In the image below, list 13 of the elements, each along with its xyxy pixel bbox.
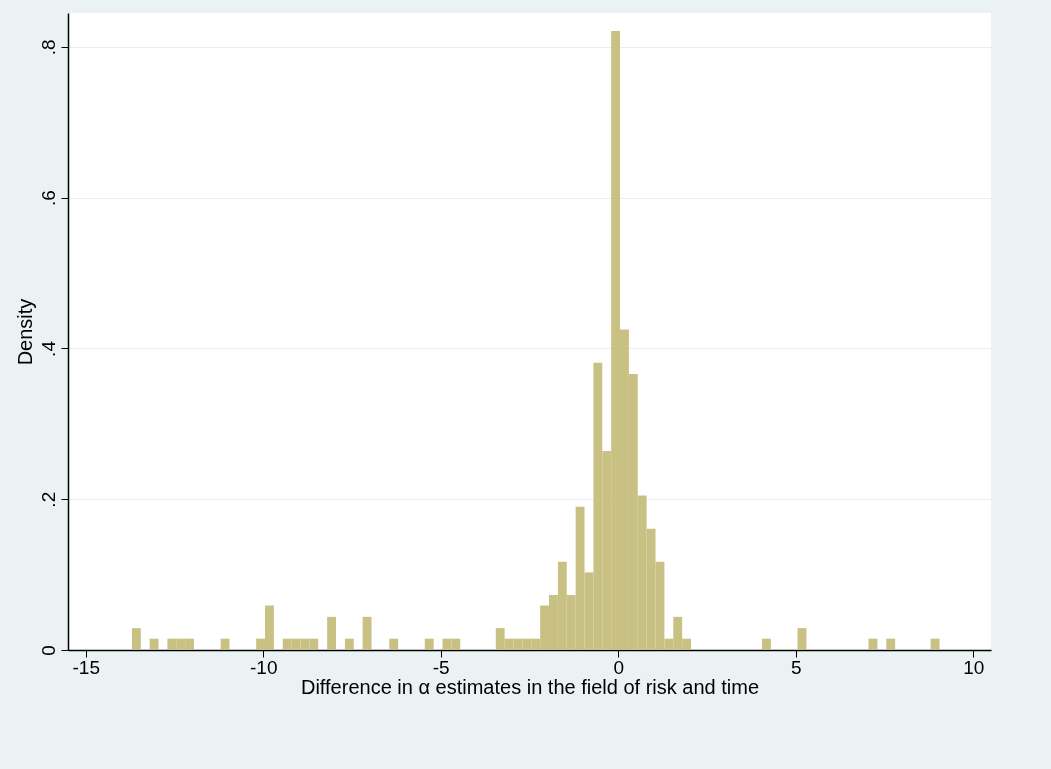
y-tick-label: .2	[37, 491, 59, 508]
y-axis-title: Density	[13, 298, 36, 366]
x-tick-label: 0	[613, 656, 625, 678]
x-tick-label: 10	[963, 656, 985, 678]
x-tick-label: -5	[432, 656, 450, 678]
y-tick-label: .8	[37, 39, 59, 56]
y-tick-label: .6	[37, 190, 59, 207]
x-tick-label: 5	[790, 656, 802, 678]
x-tick-label: -15	[72, 656, 100, 678]
x-axis-title: Difference in α estimates in the field of risk and time	[300, 675, 760, 698]
y-tick-label: .4	[37, 340, 59, 357]
x-tick-label: -10	[250, 656, 278, 678]
y-tick-label: 0	[37, 645, 59, 656]
